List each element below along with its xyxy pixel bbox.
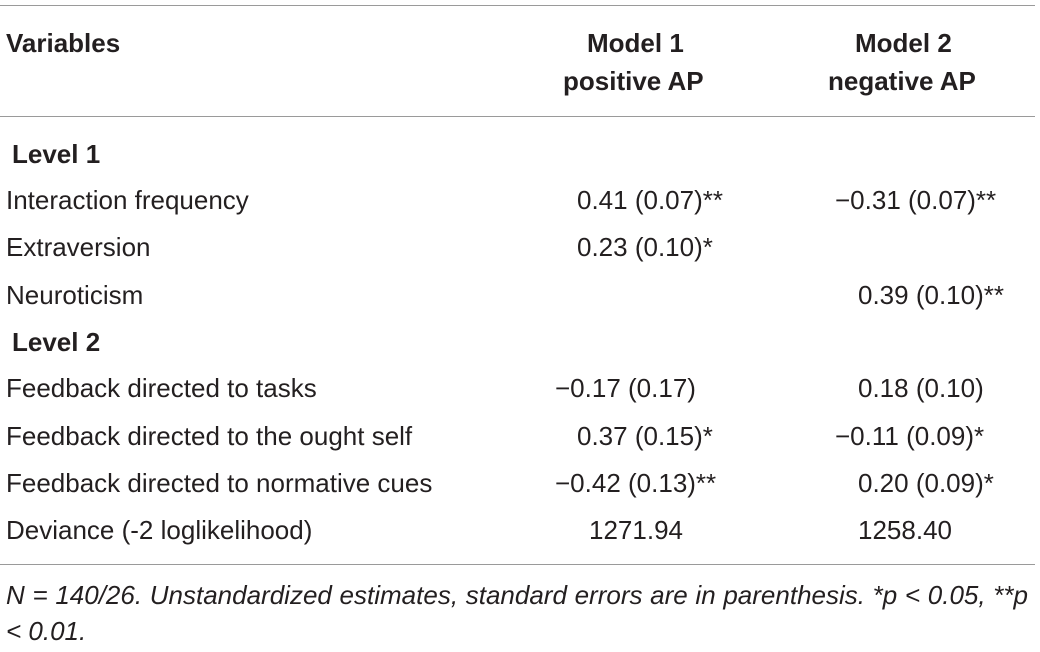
- cell-model2: 0.18 (0.10): [858, 373, 984, 403]
- cell-model2: 0.20 (0.09)*: [858, 468, 994, 498]
- cell-model1: 0.41 (0.07)**: [577, 185, 723, 215]
- table-footnote: N = 140/26. Unstandardized estimates, st…: [6, 580, 1028, 646]
- bottom-rule: [0, 564, 1035, 565]
- row-label: Deviance (-2 loglikelihood): [6, 515, 313, 545]
- header-rule: [0, 116, 1035, 117]
- row-label: Neuroticism: [6, 280, 144, 310]
- cell-model2: −0.11 (0.09)*: [835, 421, 985, 451]
- row-label: Feedback directed to tasks: [6, 373, 317, 403]
- cell-model1: 0.23 (0.10)*: [577, 232, 713, 262]
- cell-model1: −0.42 (0.13)**: [555, 468, 717, 498]
- cell-model2: 0.39 (0.10)**: [858, 280, 1004, 310]
- cell-model2: −0.31 (0.07)**: [835, 185, 997, 215]
- row-label: Feedback directed to normative cues: [6, 468, 433, 498]
- section-title-level-1: Level 1: [12, 139, 101, 169]
- header-model2-line1: Model 2: [855, 28, 952, 58]
- section-title-level-2: Level 2: [12, 327, 101, 357]
- cell-model1: 1271.94: [589, 515, 683, 545]
- header-variables: Variables: [6, 28, 121, 58]
- cell-model2: 1258.40: [858, 515, 952, 545]
- row-label: Extraversion: [6, 232, 151, 262]
- header-model2-line2: negative AP: [828, 66, 976, 96]
- row-label: Interaction frequency: [6, 185, 249, 215]
- cell-model1: 0.37 (0.15)*: [577, 421, 713, 451]
- cell-model1: −0.17 (0.17): [555, 373, 696, 403]
- top-rule: [0, 5, 1035, 6]
- header-model1-line1: Model 1: [587, 28, 684, 58]
- header-model1-line2: positive AP: [563, 66, 704, 96]
- row-label: Feedback directed to the ought self: [6, 421, 413, 451]
